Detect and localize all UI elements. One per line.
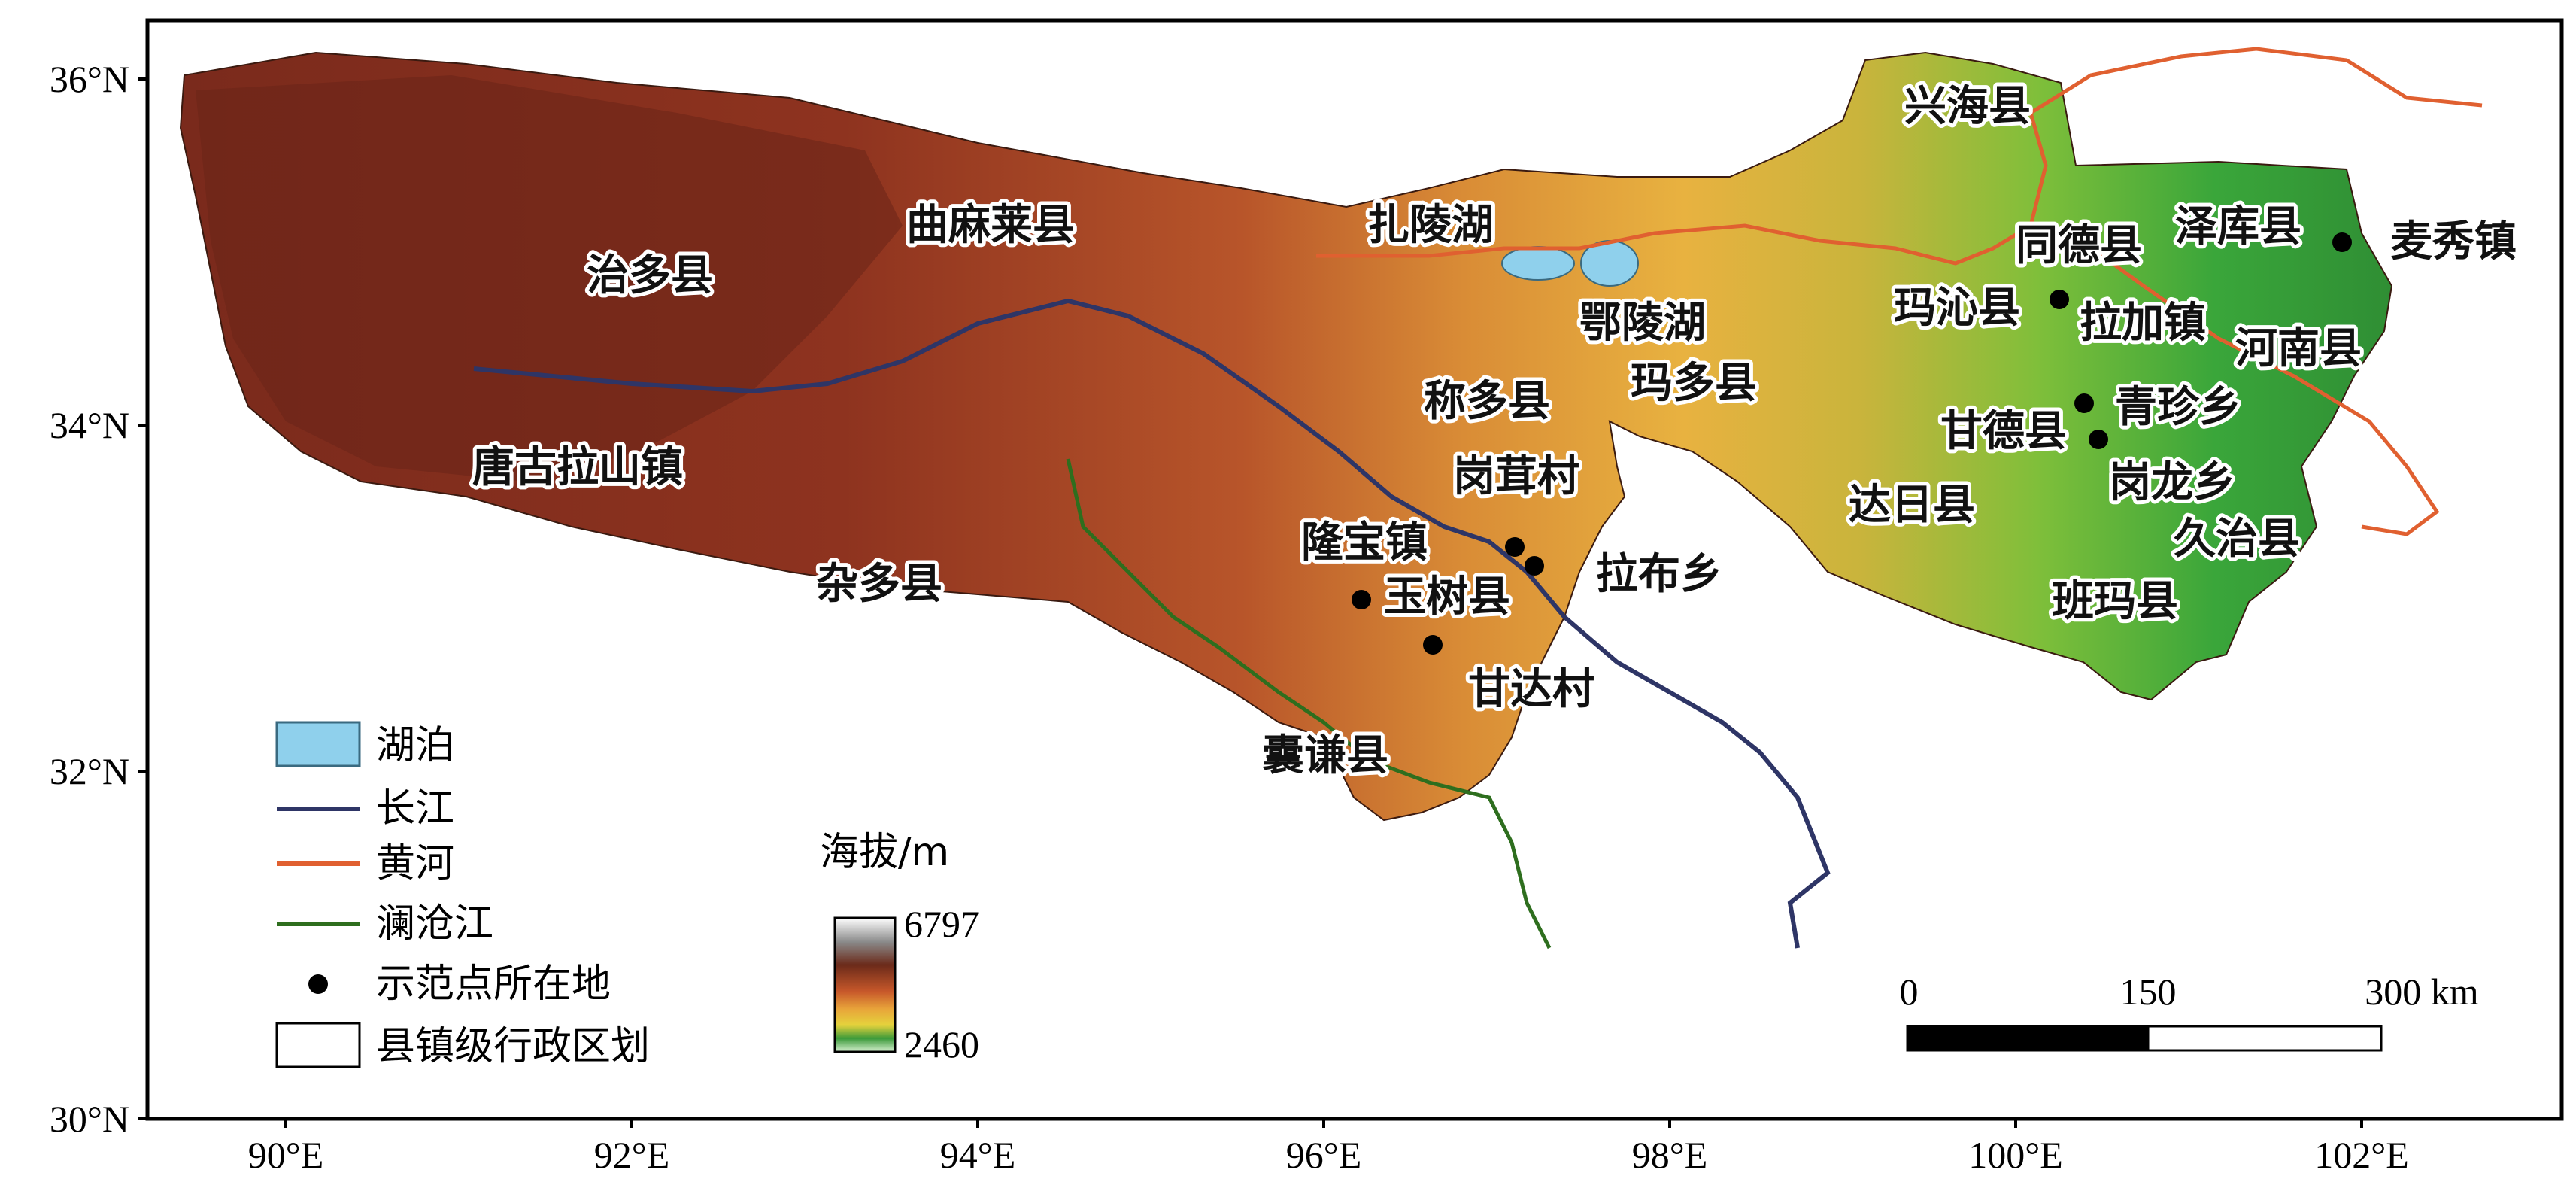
lon-tick-102: 102°E [2314,1134,2409,1176]
elevation-title: 海拔/m [820,830,949,875]
elevation-colorbar [833,916,897,1053]
label-nangqian: 囊谦县 [1262,731,1388,780]
scale-label-0: 0 [1900,971,1919,1013]
lat-axis [138,77,147,1120]
label-zeku: 泽库县 [2175,202,2301,251]
label-zaduo: 杂多县 [816,560,942,609]
lat-tick-34: 34°N [50,404,129,446]
legend-yellow-label: 黄河 [376,841,454,886]
lon-tick-98: 98°E [1632,1134,1708,1176]
lat-tick-32: 32°N [50,750,129,792]
label-yushu: 玉树县 [1384,573,1510,621]
label-tanggula: 唐古拉山镇 [472,443,683,492]
point-ganda[interactable] [1423,635,1443,655]
legend-yangtze-label: 长江 [376,786,454,831]
legend: 湖泊 长江 黄河 澜沧江 示范点所在地 县镇级行政区划 [275,721,650,1069]
scale-bar: 0 150 300 km [1900,971,2479,1052]
label-jiuzhi: 久治县 [2174,515,2300,564]
label-banma: 班玛县 [2052,577,2178,626]
label-lajia: 拉加镇 [2080,299,2206,348]
point-gangrong[interactable] [1505,537,1525,557]
label-qumalai: 曲麻莱县 [906,201,1075,250]
elevation-max: 6797 [904,903,979,945]
river-yellow [1316,47,2483,536]
label-gande: 甘德县 [1940,407,2067,456]
lon-tick-96: 96°E [1286,1134,1362,1176]
point-lajia[interactable] [2050,290,2069,309]
lat-tick-36: 36°N [50,58,129,100]
lon-tick-94: 94°E [940,1134,1016,1176]
scale-label-150: 150 [2120,971,2177,1013]
elevation-legend: 海拔/m 6797 2460 [820,830,979,1065]
legend-admin-label: 县镇级行政区划 [376,1024,650,1069]
label-ganda: 甘达村 [1468,665,1594,714]
label-qingzhen: 青珍乡 [2115,383,2241,432]
scale-label-300: 300 km [2365,971,2479,1013]
label-maixiu: 麦秀镇 [2390,217,2517,266]
label-zhiduo: 治多县 [587,251,713,300]
lake-zhaling [1501,246,1575,281]
river-yangtze [473,298,1831,949]
point-longbao[interactable] [1352,590,1371,609]
point-maixiu[interactable] [2332,232,2352,252]
label-tongde: 同德县 [2016,221,2142,270]
lon-tick-92: 92°E [594,1134,670,1176]
legend-point-dot [308,974,328,994]
point-ganglong[interactable] [2089,430,2108,449]
legend-point-label: 示范点所在地 [376,962,611,1007]
label-dari: 达日县 [1849,481,1975,530]
label-labu: 拉布乡 [1596,550,1722,599]
river-lancang [1066,458,1552,950]
point-labu[interactable] [1525,556,1544,576]
legend-lake-label: 湖泊 [376,723,454,768]
label-maduo: 玛多县 [1631,359,1757,408]
label-xinghai: 兴海县 [1904,82,2031,131]
point-qingzhen[interactable] [2074,393,2094,413]
elevation-min: 2460 [904,1023,979,1065]
lat-tick-30: 30°N [50,1098,129,1140]
legend-admin-box [275,1022,361,1068]
label-ganglong: 岗龙乡 [2109,458,2235,507]
label-zhaling: 扎陵湖 [1367,201,1494,250]
highland-shade [196,75,903,482]
label-eling: 鄂陵湖 [1579,299,1706,348]
legend-lancang-label: 澜沧江 [376,901,493,946]
lon-tick-90: 90°E [248,1134,324,1176]
demo-points [1352,232,2352,655]
label-gangrong: 岗茸村 [1453,452,1579,501]
label-maqin: 玛沁县 [1894,284,2020,333]
label-longbao: 隆宝镇 [1301,518,1428,567]
label-chenduo: 称多县 [1424,377,1550,426]
lon-axis [284,1119,2363,1128]
legend-lake-swatch [275,721,361,767]
lon-tick-100: 100°E [1968,1134,2063,1176]
label-henan: 河南县 [2235,324,2362,373]
